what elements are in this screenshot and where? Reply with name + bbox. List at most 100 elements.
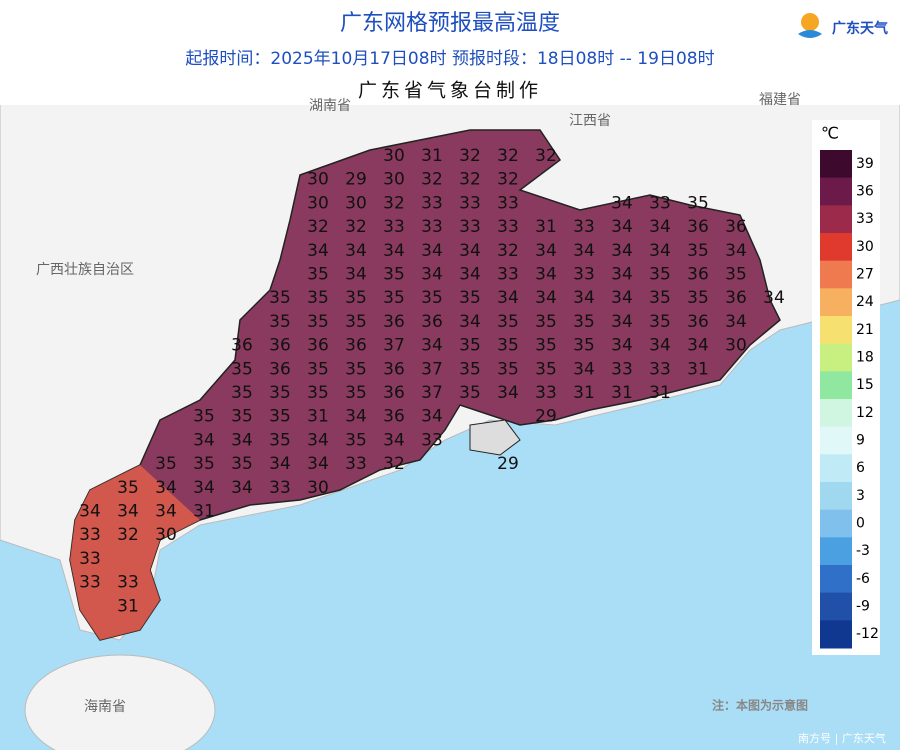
legend-tick-label: 24 bbox=[856, 294, 874, 310]
temperature-value: 36 bbox=[269, 336, 291, 356]
legend-tick-label: 33 bbox=[856, 211, 874, 227]
temperature-value: 35 bbox=[269, 288, 291, 308]
temperature-value: 35 bbox=[459, 336, 481, 356]
temperature-value: 35 bbox=[459, 359, 481, 379]
temperature-value: 34 bbox=[193, 430, 215, 450]
legend-tick-label: 0 bbox=[856, 516, 865, 532]
legend-tick-label: 9 bbox=[856, 433, 865, 449]
temperature-value: 34 bbox=[307, 241, 329, 261]
title: 广东网格预报最高温度 bbox=[340, 11, 560, 36]
temperature-value: 36 bbox=[383, 407, 405, 427]
guangdong-temperature-field bbox=[69, 129, 781, 641]
temperature-value: 35 bbox=[231, 359, 253, 379]
temperature-value: 36 bbox=[269, 359, 291, 379]
temperature-value: 33 bbox=[573, 265, 595, 285]
temperature-value: 34 bbox=[763, 288, 785, 308]
temperature-value: 35 bbox=[725, 265, 747, 285]
temperature-value: 34 bbox=[573, 241, 595, 261]
logo-text: 广东天气 bbox=[832, 20, 888, 37]
temperature-value: 35 bbox=[535, 336, 557, 356]
producer: 广东省气象台制作 bbox=[358, 80, 542, 102]
temperature-value: 34 bbox=[345, 265, 367, 285]
temperature-value: 33 bbox=[497, 265, 519, 285]
temperature-value: 34 bbox=[497, 383, 519, 403]
legend-swatch bbox=[820, 233, 852, 262]
temperature-value: 35 bbox=[307, 383, 329, 403]
temperature-value: 35 bbox=[687, 241, 709, 261]
temperature-value: 34 bbox=[573, 288, 595, 308]
temperature-value: 34 bbox=[345, 241, 367, 261]
temperature-value: 34 bbox=[725, 312, 747, 332]
temperature-value: 34 bbox=[307, 430, 329, 450]
temperature-value: 34 bbox=[117, 502, 139, 522]
temperature-value: 34 bbox=[459, 312, 481, 332]
temperature-value: 31 bbox=[649, 383, 671, 403]
temperature-value: 32 bbox=[535, 146, 557, 166]
legend-swatch bbox=[820, 509, 852, 538]
temperature-value: 32 bbox=[383, 454, 405, 474]
note: 注：本图为示意图 bbox=[712, 698, 808, 713]
temperature-value: 33 bbox=[649, 359, 671, 379]
temperature-value: 36 bbox=[307, 336, 329, 356]
temperature-value: 30 bbox=[383, 170, 405, 190]
temperature-value: 30 bbox=[725, 336, 747, 356]
temperature-value: 34 bbox=[421, 336, 443, 356]
temperature-value: 35 bbox=[345, 312, 367, 332]
temperature-value: 36 bbox=[383, 312, 405, 332]
temperature-value: 36 bbox=[383, 383, 405, 403]
temperature-value: 33 bbox=[497, 217, 519, 237]
region-label: 江西省 bbox=[569, 113, 611, 129]
temperature-value: 34 bbox=[155, 502, 177, 522]
temperature-value: 35 bbox=[687, 288, 709, 308]
legend-tick-label: 27 bbox=[856, 267, 874, 283]
temperature-value: 35 bbox=[383, 288, 405, 308]
temperature-value: 34 bbox=[535, 265, 557, 285]
temperature-value: 34 bbox=[649, 217, 671, 237]
temperature-value: 34 bbox=[535, 241, 557, 261]
temperature-value: 35 bbox=[649, 288, 671, 308]
legend-tick-label: -9 bbox=[856, 599, 870, 615]
temperature-value: 30 bbox=[307, 170, 329, 190]
west-coast-field bbox=[70, 465, 200, 640]
temperature-value: 34 bbox=[611, 241, 633, 261]
legend-swatch bbox=[820, 260, 852, 289]
temperature-value: 34 bbox=[725, 241, 747, 261]
temperature-value: 31 bbox=[193, 502, 215, 522]
legend-swatch bbox=[820, 565, 852, 594]
temperature-value: 33 bbox=[611, 359, 633, 379]
legend-tick-label: 15 bbox=[856, 377, 874, 393]
temperature-value: 35 bbox=[193, 454, 215, 474]
temperature-value: 35 bbox=[345, 383, 367, 403]
temperature-value: 36 bbox=[687, 312, 709, 332]
temperature-value: 32 bbox=[497, 241, 519, 261]
temperature-value: 35 bbox=[383, 265, 405, 285]
temperature-value: 31 bbox=[687, 359, 709, 379]
temperature-value: 34 bbox=[193, 478, 215, 498]
temperature-value: 36 bbox=[383, 359, 405, 379]
temperature-value: 35 bbox=[459, 288, 481, 308]
temperature-value: 35 bbox=[497, 336, 519, 356]
temperature-value: 34 bbox=[421, 407, 443, 427]
legend-swatch bbox=[820, 316, 852, 345]
legend-swatch bbox=[820, 150, 852, 179]
temperature-value: 34 bbox=[687, 336, 709, 356]
temperature-value: 35 bbox=[345, 430, 367, 450]
temperature-value: 30 bbox=[307, 193, 329, 213]
temperature-value: 31 bbox=[573, 383, 595, 403]
temperature-value: 34 bbox=[383, 241, 405, 261]
legend-tick-label: 6 bbox=[856, 460, 865, 476]
temperature-value: 33 bbox=[497, 193, 519, 213]
temperature-value: 33 bbox=[421, 217, 443, 237]
temperature-value: 32 bbox=[497, 146, 519, 166]
temperature-value: 29 bbox=[497, 454, 519, 474]
logo-sun bbox=[801, 13, 819, 31]
legend-swatch bbox=[820, 454, 852, 483]
temperature-value: 35 bbox=[155, 454, 177, 474]
temperature-value: 33 bbox=[573, 217, 595, 237]
temperature-value: 35 bbox=[421, 288, 443, 308]
temperature-value: 37 bbox=[383, 336, 405, 356]
temperature-value: 34 bbox=[231, 478, 253, 498]
temperature-value: 35 bbox=[269, 383, 291, 403]
legend-swatch bbox=[820, 620, 852, 649]
